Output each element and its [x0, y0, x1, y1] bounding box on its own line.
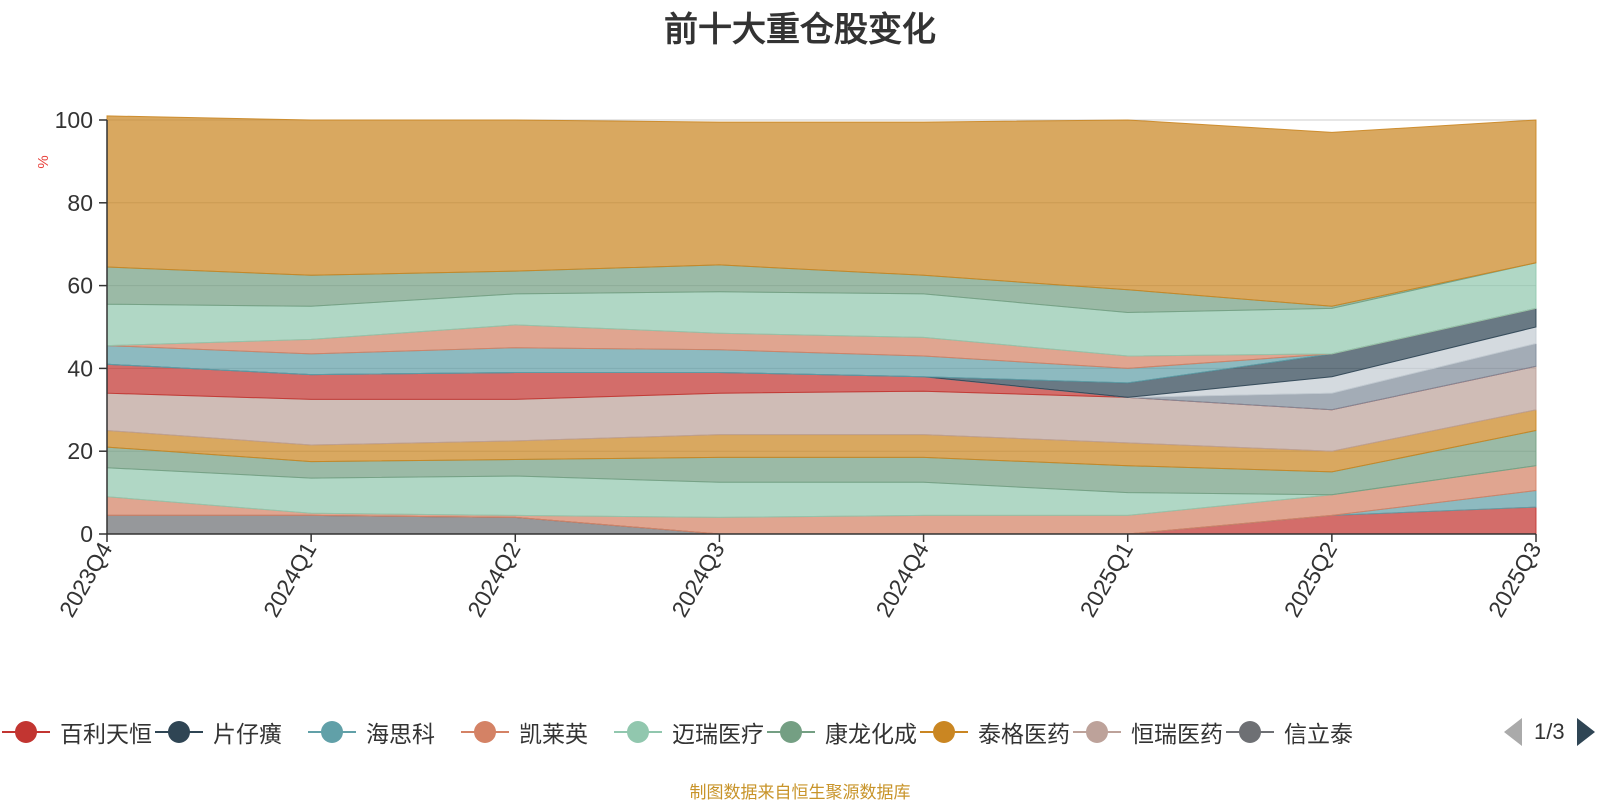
legend-marker-icon	[2, 721, 50, 743]
area-series	[106, 115, 1537, 535]
legend-item[interactable]: 恒瑞医药	[1071, 712, 1223, 752]
legend-item[interactable]: 片仔癀	[153, 712, 282, 752]
x-tick-label: 2024Q2	[462, 538, 525, 622]
x-ticks: 2023Q4 2024Q1 2024Q2 2024Q3 2024Q4 2025Q1 2025…	[54, 534, 1546, 621]
x-tick-label: 2025Q2	[1279, 538, 1342, 622]
y-tick-label: 80	[67, 190, 93, 216]
legend-label: 迈瑞医疗	[672, 721, 764, 747]
legend-label: 海思科	[366, 721, 435, 747]
x-tick-label: 2025Q1	[1075, 538, 1138, 622]
legend-label: 泰格医药	[978, 721, 1070, 747]
legend-marker-icon	[1073, 721, 1121, 743]
y-axis-label: %	[35, 155, 52, 168]
chart-title: 前十大重仓股变化	[664, 11, 936, 49]
legend-page-indicator: 1/3	[1534, 719, 1565, 744]
area-17	[106, 115, 1537, 307]
legend-item[interactable]: 百利天恒	[0, 712, 152, 752]
y-tick-label: 40	[67, 355, 93, 381]
y-ticks: 0 20 40 60 80 100	[55, 107, 107, 547]
legend-label: 恒瑞医药	[1131, 721, 1223, 747]
x-tick-label: 2023Q4	[54, 537, 118, 621]
y-tick-label: 20	[67, 438, 93, 464]
legend-label: 百利天恒	[60, 721, 152, 747]
source-note: 制图数据来自恒生聚源数据库	[689, 783, 911, 802]
y-tick-label: 60	[67, 273, 93, 299]
legend-item[interactable]: 迈瑞医疗	[612, 712, 764, 752]
x-tick-label: 2024Q4	[870, 537, 934, 621]
legend-item[interactable]: 康龙化成	[765, 712, 917, 752]
y-tick-label: 0	[80, 521, 93, 547]
legend-marker-icon	[1226, 721, 1274, 743]
legend-label: 信立泰	[1284, 721, 1353, 747]
x-tick-label: 2024Q3	[666, 538, 729, 622]
legend-item[interactable]: 泰格医药	[918, 712, 1070, 752]
legend-pager: 1/3	[1502, 712, 1597, 752]
x-tick-label: 2024Q1	[258, 538, 321, 622]
legend-marker-icon	[308, 721, 356, 743]
y-tick-label: 100	[55, 107, 93, 133]
legend-label: 片仔癀	[213, 721, 282, 747]
legend-marker-icon	[155, 721, 203, 743]
legend-label: 康龙化成	[825, 721, 917, 747]
legend: 百利天恒 片仔癀 海思科 凯莱英 迈瑞医疗 康龙化成 泰格医药 恒瑞医药 信立泰 1/3	[0, 712, 1600, 752]
x-tick-label: 2025Q3	[1483, 538, 1546, 622]
legend-marker-icon	[614, 721, 662, 743]
legend-marker-icon	[461, 721, 509, 743]
legend-item[interactable]: 信立泰	[1224, 712, 1353, 752]
legend-label: 凯莱英	[519, 721, 588, 747]
legend-item[interactable]: 凯莱英	[459, 712, 588, 752]
axes	[106, 120, 1536, 535]
triangle-right-icon[interactable]	[1575, 716, 1597, 748]
legend-marker-icon	[920, 721, 968, 743]
triangle-left-icon[interactable]	[1502, 716, 1524, 748]
legend-marker-icon	[767, 721, 815, 743]
legend-item[interactable]: 海思科	[306, 712, 435, 752]
